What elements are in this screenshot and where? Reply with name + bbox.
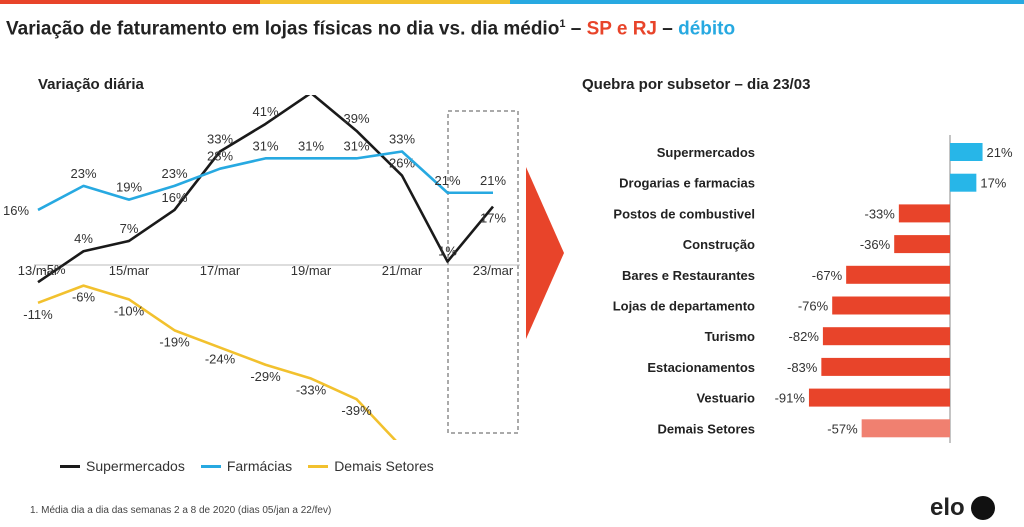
data-label-farmacias: 21% <box>480 173 506 188</box>
value-label: -76% <box>798 299 829 314</box>
title-kind: débito <box>678 18 736 40</box>
value-label: 17% <box>980 176 1006 191</box>
arrow-shape <box>526 167 564 339</box>
data-label-demais: -39% <box>341 403 372 418</box>
title-sep: – <box>656 18 679 40</box>
data-label-demais: -19% <box>159 334 190 349</box>
category-label: Lojas de departamento <box>613 299 755 314</box>
value-label: -82% <box>789 329 820 344</box>
title-footnote-mark: 1 <box>559 18 566 30</box>
line-chart-title: Variação diária <box>38 76 144 93</box>
data-label-supermercados: 26% <box>389 156 415 171</box>
data-label-supermercados: 41% <box>252 104 278 119</box>
data-label-farmacias: 23% <box>70 166 96 181</box>
series-line-supermercados <box>37 95 495 284</box>
data-label-farmacias: 28% <box>207 149 233 164</box>
value-label: -36% <box>860 237 891 252</box>
bar <box>821 357 950 376</box>
data-label-farmacias: 31% <box>343 138 369 153</box>
data-label-demais: -33% <box>296 383 327 398</box>
logo-text: elo <box>930 494 965 521</box>
category-label: Bares e Restaurantes <box>622 268 755 283</box>
category-label: Estacionamentos <box>647 360 755 375</box>
bar <box>822 327 950 346</box>
x-tick-label: 15/mar <box>109 263 150 278</box>
data-label-farmacias: 31% <box>298 138 324 153</box>
data-label-farmacias: 19% <box>116 180 142 195</box>
data-label-demais: -6% <box>72 290 96 305</box>
bar <box>861 419 950 438</box>
top-color-bar <box>0 0 1024 4</box>
legend-label: Supermercados <box>86 458 185 474</box>
logo-circle-icon <box>970 496 995 520</box>
value-label: -91% <box>775 391 806 406</box>
legend-label: Demais Setores <box>334 458 434 474</box>
legend-item-supermercados: Supermercados <box>60 458 185 474</box>
data-label-supermercados: 17% <box>480 211 506 226</box>
legend-swatch-farmacias <box>200 464 221 468</box>
category-label: Demais Setores <box>657 421 755 436</box>
highlight-box <box>447 110 519 434</box>
category-label: Supermercados <box>657 145 755 160</box>
data-label-demais: -29% <box>250 369 281 384</box>
page-title: Variação de faturamento em lojas físicas… <box>6 18 735 40</box>
bar-chart-title: Quebra por subsetor – dia 23/03 <box>582 76 811 93</box>
elo-logo: elo <box>930 494 995 522</box>
data-label-farmacias: 23% <box>161 166 187 181</box>
data-label-supermercados: 4% <box>74 231 93 246</box>
data-label-demais: -24% <box>205 352 236 367</box>
top-bar-blue <box>510 0 1024 4</box>
legend: Supermercados Farmácias Demais Setores <box>60 458 434 474</box>
value-label: -67% <box>812 268 843 283</box>
category-label: Drogarias e farmacias <box>619 176 755 191</box>
line-chart: 13/mar 15/mar 17/mar 19/mar 21/mar 23/mar-5%4… <box>3 95 520 440</box>
category-label: Postos de combustivel <box>613 206 755 221</box>
data-label-farmacias: 33% <box>389 131 415 146</box>
x-tick-label: 17/mar <box>200 263 241 278</box>
x-tick-label: 19/mar <box>291 263 332 278</box>
title-region: SP e RJ <box>586 18 657 40</box>
top-bar-red <box>0 0 260 4</box>
data-label-farmacias: 21% <box>434 173 460 188</box>
legend-label: Farmácias <box>226 458 293 474</box>
data-label-farmacias: 31% <box>252 138 278 153</box>
data-label-supermercados: 33% <box>207 131 233 146</box>
value-label: -83% <box>787 360 818 375</box>
title-sep: – <box>565 18 587 40</box>
bar <box>950 143 983 161</box>
legend-item-demais: Demais Setores <box>308 458 434 474</box>
legend-swatch-supermercados <box>60 464 80 468</box>
footnote: 1. Média dia a dia das semanas 2 a 8 de … <box>30 505 332 516</box>
data-label-supermercados: 39% <box>343 111 369 126</box>
bar <box>832 296 950 315</box>
right-arrow <box>526 167 564 339</box>
value-label: -57% <box>827 421 858 436</box>
title-main: Variação de faturamento em lojas físicas… <box>6 18 560 40</box>
bar <box>950 173 977 192</box>
category-label: Vestuario <box>696 391 755 406</box>
data-label-demais: -10% <box>114 303 145 318</box>
x-tick-label: 21/mar <box>382 263 423 278</box>
series-line-demais <box>37 284 397 440</box>
category-label: Turismo <box>705 329 755 344</box>
bar <box>894 235 950 254</box>
legend-item-farmacias: Farmácias <box>200 458 293 474</box>
legend-swatch-demais <box>308 464 329 468</box>
value-label: -33% <box>864 206 895 221</box>
data-label-demais: -11% <box>23 307 53 322</box>
top-bar-yellow <box>260 0 510 4</box>
data-label-supermercados: 16% <box>161 190 187 205</box>
category-label: Construção <box>683 237 755 252</box>
bar <box>808 388 950 407</box>
series-line-farmacias <box>37 150 493 212</box>
value-label: 21% <box>987 145 1013 160</box>
data-label-supermercados: -5% <box>42 262 66 277</box>
data-label-farmacias: 16% <box>3 203 29 218</box>
bar <box>898 204 950 223</box>
x-tick-label: 23/mar <box>473 263 514 278</box>
bar-chart: Supermercados 21% Drogarias e farmacias 17%… <box>613 135 1013 443</box>
bar <box>846 265 950 284</box>
data-label-supermercados: 7% <box>120 221 139 236</box>
data-label-supermercados: 1% <box>438 244 457 259</box>
